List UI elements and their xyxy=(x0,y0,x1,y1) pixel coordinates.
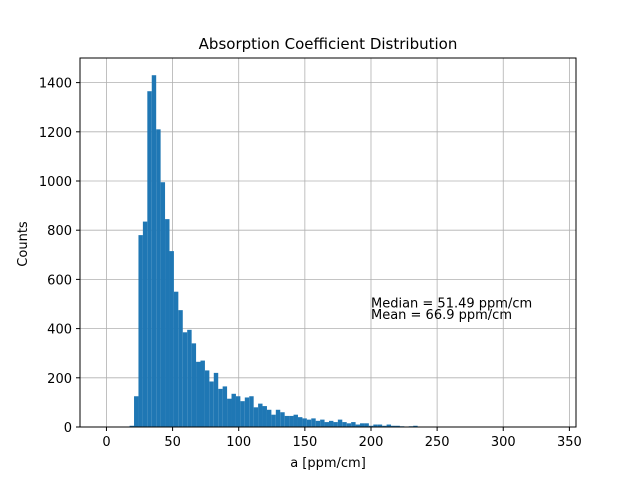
x-axis-label: a [ppm/cm] xyxy=(290,456,366,471)
histogram-bar xyxy=(391,425,396,427)
histogram-bar xyxy=(271,414,276,427)
histogram-bar xyxy=(129,425,135,427)
x-tick-label: 50 xyxy=(164,435,181,450)
histogram-bar xyxy=(275,409,281,427)
histogram-bar xyxy=(342,422,347,427)
histogram-bar xyxy=(147,91,152,428)
histogram-bar xyxy=(156,129,161,427)
histogram-bar xyxy=(297,417,303,427)
y-tick-label: 800 xyxy=(47,224,72,239)
histogram-bar xyxy=(377,424,383,427)
y-tick-label: 600 xyxy=(47,273,72,288)
histogram-bar xyxy=(280,412,285,427)
histogram-bar xyxy=(293,414,298,427)
x-tick-label: 100 xyxy=(226,435,251,450)
histogram-bar xyxy=(169,251,174,427)
histogram-bar xyxy=(200,360,205,427)
histogram-bar xyxy=(196,361,201,427)
bars-layer xyxy=(129,75,551,428)
histogram-bar xyxy=(328,420,334,427)
histogram-bar xyxy=(355,424,361,427)
histogram-bar xyxy=(178,310,183,427)
histogram-bar xyxy=(262,406,267,427)
y-tick-label: 400 xyxy=(47,323,72,338)
histogram-bar xyxy=(182,332,188,427)
y-axis-label: Counts xyxy=(16,221,31,267)
histogram-bar xyxy=(165,219,170,427)
y-tick-label: 0 xyxy=(64,421,72,436)
histogram-bar xyxy=(218,388,223,427)
histogram-bar xyxy=(289,415,294,427)
histogram-bar xyxy=(337,419,343,427)
histogram-bar xyxy=(209,381,214,427)
histogram-bar xyxy=(258,403,263,427)
y-tick-label: 200 xyxy=(47,372,72,387)
histogram-bar xyxy=(142,221,148,427)
histogram-bar xyxy=(173,291,179,427)
histogram-bar xyxy=(351,422,356,427)
x-tick-label: 0 xyxy=(102,435,110,450)
histogram-bar xyxy=(413,425,418,427)
histogram-bar xyxy=(249,396,254,427)
histogram-bar xyxy=(324,422,329,427)
histogram-bar xyxy=(320,419,325,427)
histogram-bar xyxy=(364,423,369,427)
histogram-bar xyxy=(240,401,245,427)
histogram-bar xyxy=(306,419,312,427)
y-tick-label: 1200 xyxy=(39,126,72,141)
histogram-bar xyxy=(222,386,228,427)
histogram-bar xyxy=(204,370,210,427)
histogram-bar xyxy=(346,423,352,427)
histogram-bar xyxy=(368,425,374,427)
plot-frame xyxy=(79,57,577,428)
stat-annotation: Median = 51.49 ppm/cm xyxy=(371,297,532,312)
histogram-bar xyxy=(138,235,143,427)
histogram-bar xyxy=(302,418,307,427)
histogram-bar xyxy=(333,422,338,427)
stat-annotation: Mean = 66.9 ppm/cm xyxy=(371,308,512,323)
histogram-bar xyxy=(160,182,166,427)
histogram-bar xyxy=(373,424,378,427)
y-tick-label: 1000 xyxy=(39,175,72,190)
histogram-bar xyxy=(244,397,250,427)
histogram-bar xyxy=(311,418,316,427)
histogram-bar xyxy=(134,396,139,427)
histogram-bar xyxy=(187,329,192,427)
histogram-bar xyxy=(151,75,157,427)
histogram-bar xyxy=(395,425,400,427)
x-tick-label: 150 xyxy=(292,435,317,450)
x-tick-label: 300 xyxy=(491,435,516,450)
histogram-bar xyxy=(191,343,197,427)
y-tick-label: 1400 xyxy=(39,77,72,92)
chart-title: Absorption Coefficient Distribution xyxy=(199,35,458,53)
histogram-bar xyxy=(382,425,387,427)
histogram-bar xyxy=(227,398,232,427)
histogram-bar xyxy=(386,424,392,427)
histogram-bar xyxy=(213,372,219,427)
histogram-bar xyxy=(315,420,321,427)
histogram-bar xyxy=(360,423,365,427)
x-tick-label: 200 xyxy=(359,435,384,450)
x-tick-label: 250 xyxy=(425,435,450,450)
x-tick-label: 350 xyxy=(557,435,582,450)
histogram-bar xyxy=(253,407,259,427)
histogram-bar xyxy=(266,409,272,427)
histogram-bar xyxy=(231,393,236,427)
histogram-bar xyxy=(284,415,290,427)
histogram-bar xyxy=(235,396,241,427)
ticks-layer: 0 50 100 150 200 250 300 350 0 200 400 600 800 1000 12… xyxy=(39,77,582,450)
